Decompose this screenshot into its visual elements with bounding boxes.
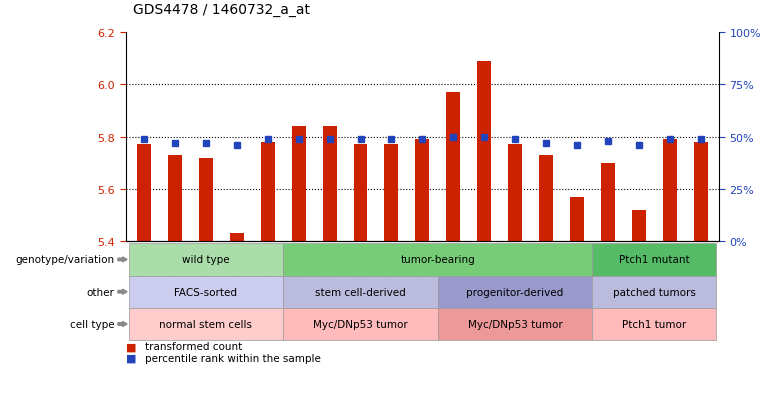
Bar bbox=[137, 145, 151, 242]
Bar bbox=[323, 127, 336, 242]
Text: ■: ■ bbox=[126, 342, 136, 351]
Bar bbox=[230, 234, 244, 242]
Text: FACS-sorted: FACS-sorted bbox=[174, 287, 237, 297]
Bar bbox=[199, 158, 213, 242]
Bar bbox=[354, 145, 368, 242]
Bar bbox=[384, 145, 399, 242]
Text: Ptch1 mutant: Ptch1 mutant bbox=[619, 255, 689, 265]
Bar bbox=[168, 156, 182, 242]
Bar bbox=[446, 93, 460, 242]
Text: cell type: cell type bbox=[69, 319, 114, 329]
Bar bbox=[663, 140, 677, 242]
Text: wild type: wild type bbox=[182, 255, 230, 265]
Bar bbox=[416, 140, 429, 242]
Bar bbox=[261, 142, 275, 242]
Text: Ptch1 tumor: Ptch1 tumor bbox=[622, 319, 686, 329]
Text: transformed count: transformed count bbox=[145, 342, 242, 351]
Bar bbox=[693, 142, 708, 242]
Bar bbox=[570, 197, 584, 242]
Text: Myc/DNp53 tumor: Myc/DNp53 tumor bbox=[313, 319, 408, 329]
Text: genotype/variation: genotype/variation bbox=[15, 255, 114, 265]
Bar bbox=[632, 210, 646, 242]
Text: other: other bbox=[86, 287, 114, 297]
Bar bbox=[477, 62, 491, 242]
Text: stem cell-derived: stem cell-derived bbox=[315, 287, 406, 297]
Text: progenitor-derived: progenitor-derived bbox=[466, 287, 564, 297]
Bar bbox=[539, 156, 553, 242]
Text: ■: ■ bbox=[126, 353, 136, 363]
Text: Myc/DNp53 tumor: Myc/DNp53 tumor bbox=[468, 319, 562, 329]
Bar bbox=[601, 164, 615, 242]
Text: normal stem cells: normal stem cells bbox=[160, 319, 253, 329]
Text: patched tumors: patched tumors bbox=[613, 287, 696, 297]
Text: tumor-bearing: tumor-bearing bbox=[400, 255, 475, 265]
Bar bbox=[291, 127, 306, 242]
Text: percentile rank within the sample: percentile rank within the sample bbox=[145, 353, 320, 363]
Bar bbox=[508, 145, 522, 242]
Text: GDS4478 / 1460732_a_at: GDS4478 / 1460732_a_at bbox=[133, 2, 310, 17]
